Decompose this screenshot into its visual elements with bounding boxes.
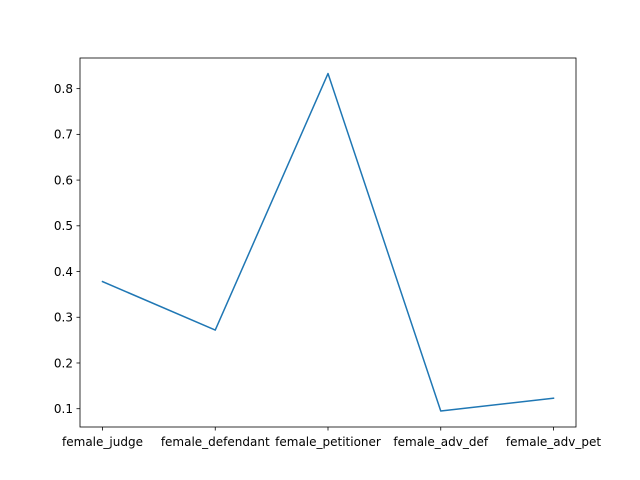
plot-area (101, 72, 555, 412)
y-tick-label: 0.8 (54, 82, 73, 96)
y-axis: 0.1 0.2 0.3 0.4 0.5 0.6 0.7 0.8 (54, 82, 80, 416)
y-tick-label: 0.4 (54, 265, 73, 279)
y-tick-label: 0.2 (54, 356, 73, 370)
y-tick-label: 0.3 (54, 311, 73, 325)
y-tick-label: 0.5 (54, 219, 73, 233)
x-tick-label: female_adv_pet (506, 435, 601, 449)
y-tick-label: 0.7 (54, 128, 73, 142)
x-tick-label: female_petitioner (275, 435, 381, 449)
x-tick-label: female_judge (62, 435, 143, 449)
x-tick-label: female_defendant (161, 435, 270, 449)
y-tick-label: 0.6 (54, 173, 73, 187)
x-axis: female_judge female_defendant female_petit… (62, 427, 601, 449)
x-tick-label: female_adv_def (393, 435, 488, 449)
y-tick-label: 0.1 (54, 402, 73, 416)
